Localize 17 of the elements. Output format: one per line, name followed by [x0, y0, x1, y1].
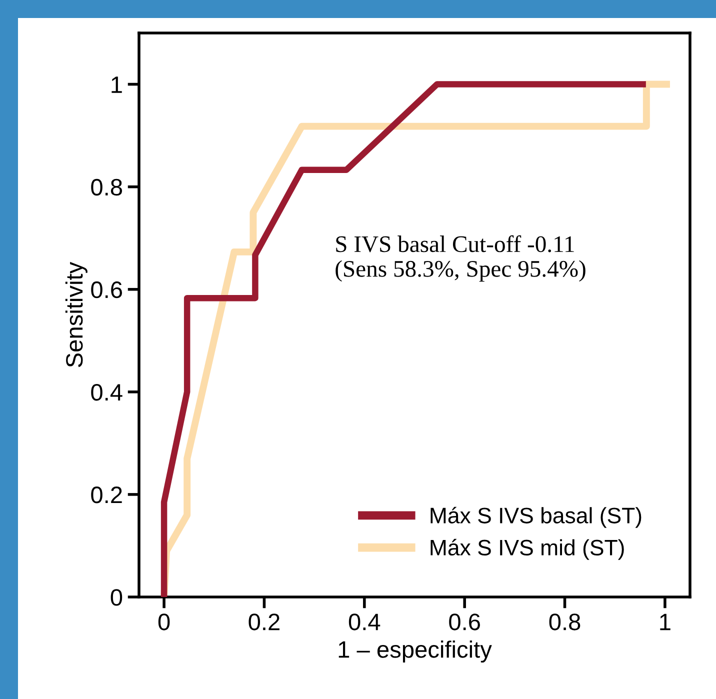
x-tick-label: 0.6 [449, 614, 480, 630]
x-tick-label: 0.8 [549, 614, 580, 630]
x-tick-label: 0.4 [348, 614, 380, 630]
y-tick-label: 1 [112, 76, 122, 93]
legend-label: Máx S IVS mid (ST) [430, 538, 624, 560]
y-tick-label: 0.8 [91, 178, 122, 196]
x-tick-label: 1 [660, 614, 670, 630]
x-tick-label: 0.2 [248, 614, 280, 630]
y-tick-label: 0.6 [91, 281, 122, 298]
x-tick-label: 0 [158, 614, 170, 630]
annotation: S IVS basal Cut-off -0.11 (Sens 58.3%, Spec 95.4%) [336, 235, 586, 282]
y-axis-title: Sensitivity [65, 262, 88, 368]
legend-label: Máx S IVS basal (ST) [430, 506, 642, 528]
y-tick-label: 0.4 [91, 384, 122, 401]
y-tick-label: 0.2 [91, 486, 122, 504]
x-axis-title: 1 – especificity [338, 640, 492, 663]
y-tick-label: 0 [110, 589, 122, 606]
